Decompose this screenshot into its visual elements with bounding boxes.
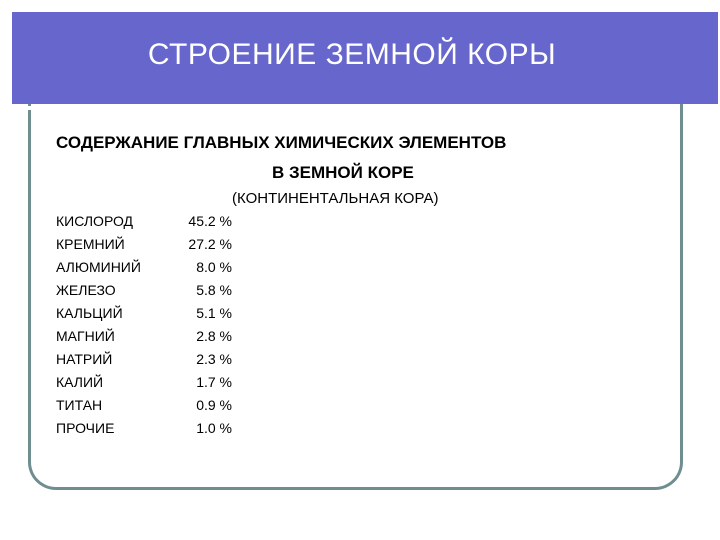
slide-title: СТРОЕНИЕ ЗЕМНОЙ КОРЫ (147, 38, 557, 71)
title-bar: СТРОЕНИЕ ЗЕМНОЙ КОРЫ (12, 12, 718, 110)
element-value: 0.9 % (196, 397, 232, 413)
table-row: КАЛИЙ 1.7 % (56, 374, 256, 397)
element-value: 2.3 % (196, 351, 232, 367)
table-row: КАЛЬЦИЙ 5.1 % (56, 305, 256, 328)
element-name: ТИТАН (56, 397, 103, 413)
element-value: 1.0 % (196, 420, 232, 436)
element-name: НАТРИЙ (56, 351, 113, 367)
table-row: ПРОЧИЕ 1.0 % (56, 420, 256, 443)
element-value: 5.8 % (196, 282, 232, 298)
table-row: ТИТАН 0.9 % (56, 397, 256, 420)
table-row: МАГНИЙ 2.8 % (56, 328, 256, 351)
element-name: МАГНИЙ (56, 328, 115, 344)
slide-frame (28, 60, 683, 490)
elements-table: КИСЛОРОД 45.2 % КРЕМНИЙ 27.2 % АЛЮМИНИЙ 8.0… (56, 213, 256, 443)
heading-line-1: СОДЕРЖАНИЕ ГЛАВНЫХ ХИМИЧЕСКИХ ЭЛЕМЕНТОВ (56, 133, 507, 152)
element-value: 2.8 % (196, 328, 232, 344)
title-rule (12, 106, 648, 110)
element-name: КИСЛОРОД (56, 213, 134, 229)
element-value: 45.2 % (188, 213, 232, 229)
element-value: 8.0 % (196, 259, 232, 275)
element-name: КРЕМНИЙ (56, 236, 125, 252)
element-name: КАЛЬЦИЙ (56, 305, 123, 321)
table-row: ЖЕЛЕЗО 5.8 % (56, 282, 256, 305)
element-value: 5.1 % (196, 305, 232, 321)
element-name: ЖЕЛЕЗО (56, 282, 116, 298)
table-row: КИСЛОРОД 45.2 % (56, 213, 256, 236)
element-name: КАЛИЙ (56, 374, 104, 390)
table-row: АЛЮМИНИЙ 8.0 % (56, 259, 256, 282)
subheading: (КОНТИНЕНТАЛЬНАЯ КОРА) (232, 190, 439, 207)
table-row: КРЕМНИЙ 27.2 % (56, 236, 256, 259)
element-name: ПРОЧИЕ (56, 420, 115, 436)
element-name: АЛЮМИНИЙ (56, 259, 141, 275)
heading-line-2: В ЗЕМНОЙ КОРЕ (272, 163, 414, 182)
element-value: 1.7 % (196, 374, 232, 390)
element-value: 27.2 % (188, 236, 232, 252)
table-row: НАТРИЙ 2.3 % (56, 351, 256, 374)
